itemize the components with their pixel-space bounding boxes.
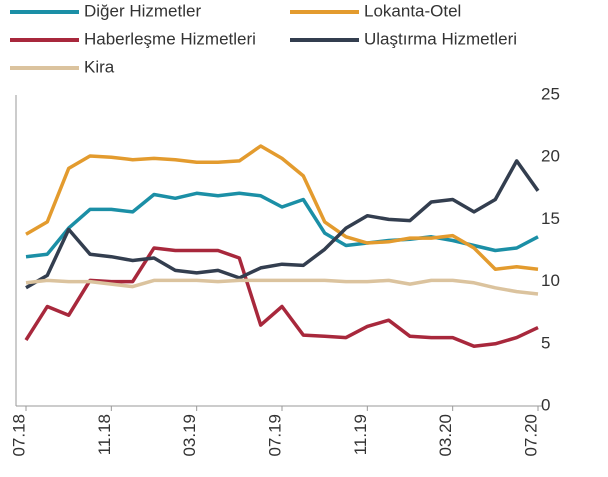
- x-tick-label: 07.18: [9, 414, 28, 457]
- y-tick-label: 15: [541, 209, 560, 228]
- series-line: [25, 144, 539, 271]
- legend-label: Kira: [84, 57, 115, 76]
- y-tick-label: 25: [541, 84, 560, 103]
- x-tick-label: 11.19: [351, 414, 370, 455]
- series-line: [24, 246, 539, 349]
- y-tick-label: 20: [541, 147, 560, 166]
- legend-label: Lokanta-Otel: [364, 1, 461, 20]
- x-tick-label: 03.19: [180, 414, 199, 457]
- series-line: [25, 191, 539, 259]
- series-line: [25, 278, 539, 296]
- x-tick-label: 11.18: [95, 414, 114, 455]
- x-tick-label: 07.20: [521, 414, 540, 457]
- x-tick-label: 07.19: [265, 414, 284, 457]
- legend-label: Diğer Hizmetler: [84, 1, 201, 20]
- y-tick-label: 5: [541, 333, 550, 352]
- y-tick-label: 10: [541, 271, 560, 290]
- legend-label: Ulaştırma Hizmetleri: [364, 29, 517, 48]
- series-line: [25, 159, 540, 290]
- x-tick-label: 03.20: [436, 414, 455, 457]
- y-tick-label: 0: [541, 395, 550, 414]
- legend-label: Haberleşme Hizmetleri: [84, 29, 256, 48]
